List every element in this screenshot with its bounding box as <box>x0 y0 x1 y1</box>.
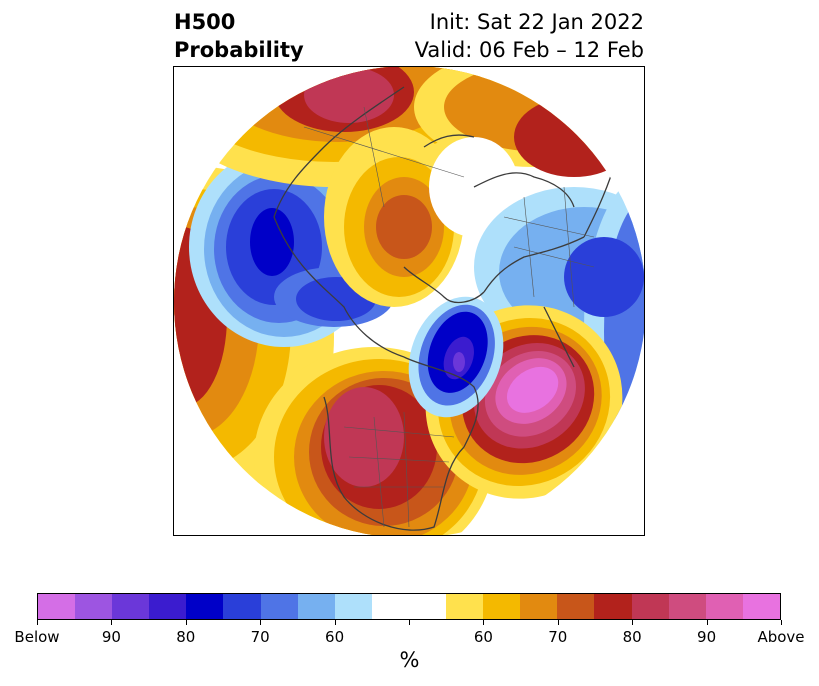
colorbar-tick-label: 90 <box>697 628 717 646</box>
colorbar-tick-label: Above <box>757 628 805 646</box>
colorbar-tickmark <box>334 620 336 625</box>
colorbar-unit: % <box>399 648 420 672</box>
colorbar-cell <box>112 594 150 619</box>
above-region-arctic <box>324 127 464 307</box>
colorbar-cell <box>186 594 224 619</box>
below-region-pacific <box>189 147 394 347</box>
colorbar-tickmark <box>111 620 113 625</box>
title-variable: H500 <box>174 10 236 34</box>
colorbar-cell <box>520 594 558 619</box>
colorbar-tickmark <box>706 620 708 625</box>
colorbar-cell <box>631 594 669 619</box>
colorbar-cell <box>483 594 521 619</box>
colorbar-tickmark <box>632 620 634 625</box>
colorbar-tickmark <box>409 620 410 625</box>
colorbar-cell <box>705 594 743 619</box>
colorbar-tick-label: Below <box>14 628 60 646</box>
colorbar-tickmark <box>37 620 38 625</box>
init-date: Init: Sat 22 Jan 2022 <box>429 10 644 34</box>
colorbar-cell <box>446 594 484 619</box>
colorbar-cell <box>371 594 409 619</box>
colorbar-cell <box>223 594 261 619</box>
colorbar-cell <box>594 594 632 619</box>
colorbar-cell <box>260 594 298 619</box>
colorbar-cell <box>557 594 595 619</box>
colorbar-cell <box>297 594 335 619</box>
borders <box>303 106 595 528</box>
title-quantity: Probability <box>174 38 304 62</box>
colorbar-tick-label: 90 <box>101 628 121 646</box>
colorbar-tick-label: 80 <box>176 628 196 646</box>
colorbar-ticks: Below 90 80 70 60 60 70 80 90 Above <box>14 620 805 650</box>
colorbar-tickmark <box>185 620 187 625</box>
colorbar-tick-label: 70 <box>250 628 270 646</box>
colorbar-cell <box>75 594 113 619</box>
below-region-labrador <box>408 296 504 418</box>
colorbar-tick-label: 60 <box>325 628 345 646</box>
colorbar-tickmark <box>260 620 262 625</box>
colorbar-cell <box>408 594 447 619</box>
colorbar-tickmark <box>557 620 559 625</box>
colorbar-cell <box>742 594 780 619</box>
colorbar-tickmark <box>781 620 782 625</box>
colorbar-tickmark <box>483 620 485 625</box>
probability-map <box>174 67 644 535</box>
colorbar-cell <box>38 594 76 619</box>
colorbar-cell <box>334 594 372 619</box>
forecast-dates: Init: Sat 22 Jan 2022 Valid: 06 Feb – 12… <box>415 8 644 64</box>
colorbar-cell <box>149 594 187 619</box>
colorbar-cell <box>668 594 706 619</box>
valid-dates: Valid: 06 Feb – 12 Feb <box>414 38 644 62</box>
map-title: H500 Probability <box>174 8 304 64</box>
colorbar-tick-label: 60 <box>473 628 493 646</box>
colorbar <box>37 593 781 620</box>
colorbar-tick-label: 70 <box>548 628 568 646</box>
map-disk <box>174 67 644 535</box>
map-panel <box>173 66 645 536</box>
colorbar-tick-label: 80 <box>622 628 642 646</box>
